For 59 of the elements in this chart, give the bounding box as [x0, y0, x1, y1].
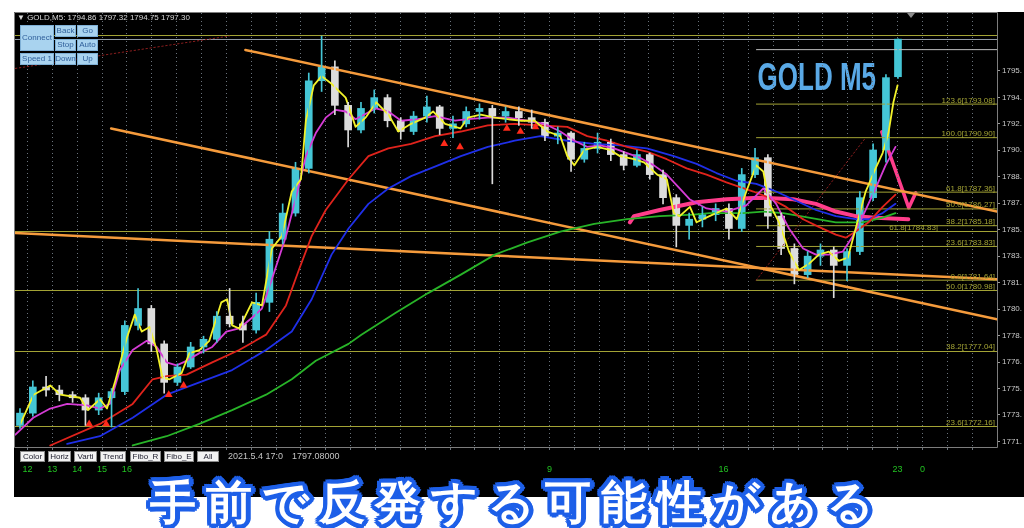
series-label: 38.2[1785.18]: [946, 217, 995, 227]
x-tick-label: 23: [892, 463, 903, 474]
y-tick-label: 1795.: [1002, 66, 1023, 76]
y-tick-label: 1780.: [1002, 304, 1023, 314]
y-tick-label: 1778.: [1002, 330, 1023, 340]
button: Stop: [55, 39, 76, 51]
text: 1797.08000: [292, 451, 340, 461]
button: Horiz: [48, 451, 71, 462]
button: Trend: [100, 451, 126, 462]
x-tick-label: 0: [919, 463, 925, 474]
x-tick-label: 14: [72, 463, 83, 474]
point: [102, 419, 111, 427]
point: [502, 123, 511, 131]
button: Speed 1: [20, 53, 54, 65]
button: Color: [20, 451, 45, 462]
button: Varti: [74, 451, 97, 462]
button: Fibo_E: [164, 451, 194, 462]
ref-line-label: 23.6[1772.16]: [946, 417, 995, 427]
button: Auto: [77, 39, 98, 51]
series-label: 61.8[1787.36]: [946, 183, 995, 193]
button: Go: [77, 25, 98, 37]
y-tick-label: 1775.: [1002, 383, 1023, 393]
x-tick-label: 16: [121, 463, 132, 474]
x-tick-label: 15: [97, 463, 108, 474]
y-tick-label: 1794.: [1002, 92, 1023, 102]
point: [164, 390, 173, 397]
button: All: [197, 451, 219, 462]
point: [440, 139, 449, 147]
point: [516, 127, 525, 134]
y-tick-label: 1787.: [1002, 198, 1023, 208]
y-tick-label: 1790.: [1002, 145, 1023, 155]
y-tick-label: 1783.: [1002, 251, 1023, 261]
series-label: 123.6[1793.08]: [941, 95, 995, 105]
point: [85, 419, 94, 427]
chart-subtitle: ▼ GOLD,M5: 1794.86 1797.32 1794.75 1797.30: [17, 13, 190, 22]
button: Down: [55, 53, 76, 65]
y-tick-label: 1788.: [1002, 171, 1023, 181]
series-label: 23.6[1783.83]: [946, 237, 995, 247]
x-tick-label: 16: [718, 463, 729, 474]
y-tick-label: 1781.: [1002, 277, 1023, 287]
y-tick-label: 1792.: [1002, 119, 1023, 129]
button: Back: [55, 25, 76, 37]
ref-line-label: 50.0[1780.98]: [946, 281, 995, 291]
y-tick-label: 1773.: [1002, 410, 1023, 420]
x-tick-label: 13: [47, 463, 58, 474]
x-tick-label: 9: [547, 463, 553, 474]
button: Up: [77, 53, 98, 65]
text: 2021.5.4 17:0: [228, 451, 284, 461]
x-tick-label: 12: [22, 463, 33, 474]
y-tick-label: 1776.: [1002, 357, 1023, 367]
text: GOLD M5: [757, 54, 876, 99]
y-tick-label: 1785.: [1002, 224, 1023, 234]
point: [456, 142, 464, 150]
series-label: 100.0[1790.90]: [941, 129, 995, 139]
button: Fibo_R: [130, 451, 161, 462]
y-tick-label: 1771.: [1002, 436, 1023, 446]
point: [179, 380, 188, 388]
button: Connect: [20, 25, 54, 51]
ref-line-label: 38.2[1777.04]: [946, 342, 995, 352]
